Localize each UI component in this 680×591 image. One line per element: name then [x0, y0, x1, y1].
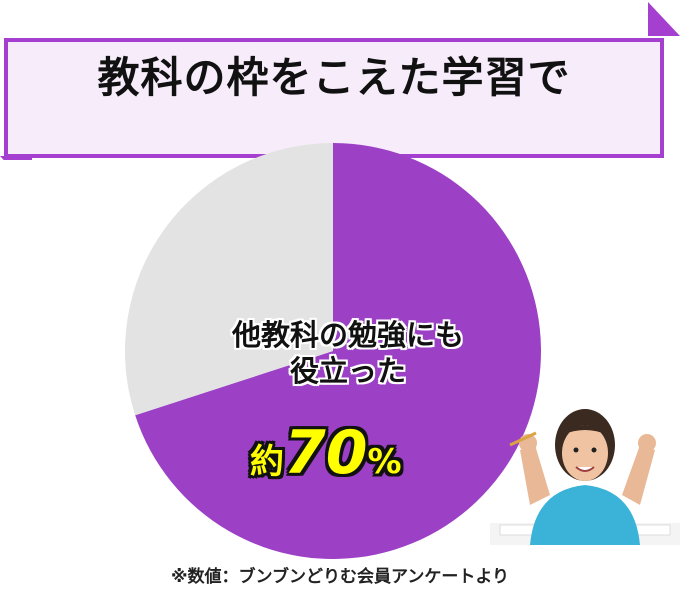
pie-slice-1 — [135, 143, 542, 560]
girl-photo — [490, 409, 680, 545]
pie-slice-2 — [124, 143, 333, 416]
slice-label-line2: 役立った — [289, 354, 406, 388]
slice-label-line1: 他教科の勉強にも — [231, 318, 464, 352]
percentage-value: 70 — [284, 418, 368, 488]
percentage-label: 約70% — [250, 418, 402, 488]
percentage-unit: % — [367, 442, 402, 482]
banner-box — [4, 38, 664, 158]
banner-title: 教科の枠をこえた学習で — [97, 53, 571, 102]
title-banner: 教科の枠をこえた学習で — [0, 2, 680, 160]
percentage-prefix: 約 — [250, 442, 284, 482]
footnote: ※数値：ブンブンどりむ会員アンケートより — [171, 567, 509, 587]
